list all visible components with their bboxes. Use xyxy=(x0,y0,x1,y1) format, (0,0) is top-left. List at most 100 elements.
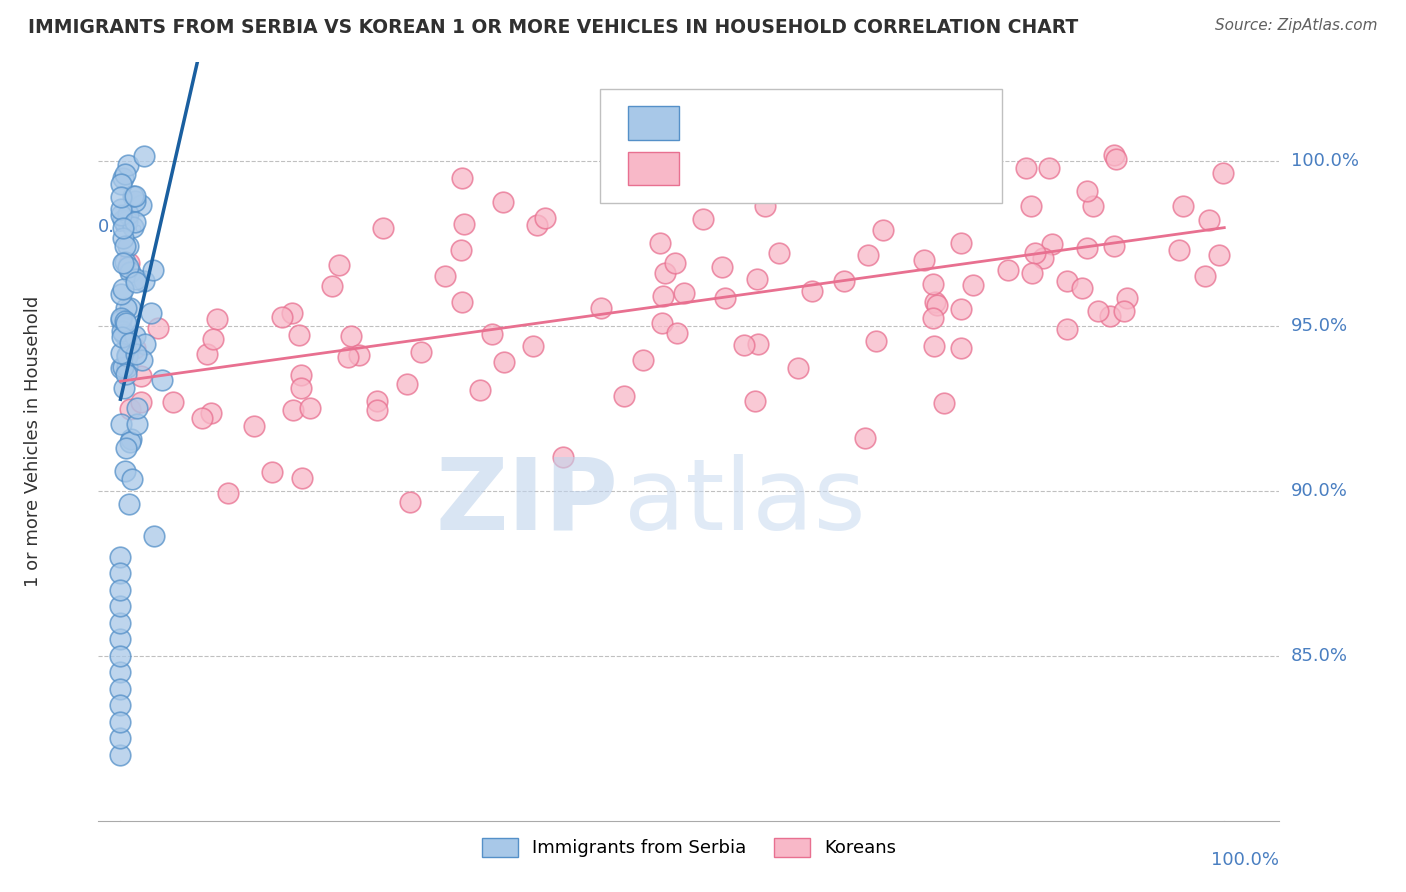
Point xyxy=(1105,153,1128,167)
Point xyxy=(714,291,737,305)
Point xyxy=(291,471,314,485)
Point xyxy=(526,219,548,233)
Point xyxy=(114,464,136,478)
Point xyxy=(110,202,132,217)
Point xyxy=(131,353,153,368)
Point xyxy=(672,286,695,301)
Point xyxy=(912,252,935,267)
Point xyxy=(631,353,654,368)
Point xyxy=(118,256,141,270)
Point xyxy=(283,402,305,417)
Point xyxy=(1102,239,1125,253)
Point xyxy=(115,349,138,363)
Point xyxy=(1032,252,1054,266)
Point xyxy=(111,256,134,270)
Point xyxy=(114,255,136,269)
Point xyxy=(110,286,132,301)
Point xyxy=(409,345,432,359)
Text: 1 or more Vehicles in Household: 1 or more Vehicles in Household xyxy=(24,296,42,587)
Point xyxy=(110,747,132,762)
Point xyxy=(110,190,132,204)
Text: 85.0%: 85.0% xyxy=(1291,647,1347,665)
Point xyxy=(110,665,132,680)
Point xyxy=(110,417,132,431)
Point xyxy=(747,272,769,286)
Point xyxy=(111,231,134,245)
Point xyxy=(1208,248,1230,262)
Point xyxy=(922,338,945,352)
Point xyxy=(127,417,149,432)
Point xyxy=(124,214,146,228)
Point xyxy=(243,419,266,434)
Point xyxy=(290,368,312,382)
Point xyxy=(450,244,472,258)
Point xyxy=(125,401,148,416)
Point xyxy=(200,406,222,420)
Point xyxy=(754,198,776,212)
Point xyxy=(115,214,138,228)
Point xyxy=(921,311,943,326)
Point xyxy=(865,334,887,348)
Point xyxy=(125,347,148,361)
Point xyxy=(110,566,132,581)
Point xyxy=(117,158,139,172)
Point xyxy=(118,401,141,416)
Point xyxy=(396,376,419,391)
Point xyxy=(125,272,148,286)
Point xyxy=(1056,274,1078,288)
Point xyxy=(853,431,876,445)
Point xyxy=(925,298,948,312)
Point xyxy=(1076,185,1098,199)
Point xyxy=(114,239,136,253)
Text: ZIP: ZIP xyxy=(436,454,619,550)
Point xyxy=(665,326,688,341)
Point xyxy=(110,698,132,713)
Point xyxy=(195,347,218,361)
Point xyxy=(190,410,212,425)
Point xyxy=(142,262,165,277)
Point xyxy=(856,247,879,261)
FancyBboxPatch shape xyxy=(627,106,679,140)
Point xyxy=(110,632,132,647)
Point xyxy=(711,260,734,274)
Text: R = 0.224   N = 116: R = 0.224 N = 116 xyxy=(695,159,924,178)
Point xyxy=(872,222,894,236)
Text: 90.0%: 90.0% xyxy=(1291,482,1347,500)
Point xyxy=(1173,199,1195,213)
Text: R = 0.484   N = 78: R = 0.484 N = 78 xyxy=(695,113,910,133)
Point xyxy=(481,326,503,341)
Point xyxy=(1087,304,1109,318)
Text: Source: ZipAtlas.com: Source: ZipAtlas.com xyxy=(1215,18,1378,33)
Point xyxy=(785,172,807,186)
Point xyxy=(111,171,134,186)
Point xyxy=(121,472,143,486)
Point xyxy=(114,314,136,328)
Point xyxy=(949,236,972,251)
Point xyxy=(110,599,132,614)
Point xyxy=(927,147,949,161)
Point xyxy=(924,294,946,309)
Point xyxy=(117,239,139,253)
Point xyxy=(111,359,134,374)
Point xyxy=(139,306,162,320)
Point xyxy=(453,217,475,231)
Point xyxy=(652,289,675,303)
Point xyxy=(115,301,138,315)
Point xyxy=(1194,268,1216,283)
Point xyxy=(1015,161,1038,175)
Point xyxy=(117,207,139,221)
Point xyxy=(1071,281,1094,295)
Point xyxy=(1056,322,1078,336)
Point xyxy=(118,265,141,279)
Point xyxy=(651,316,673,330)
Point xyxy=(112,381,135,395)
Point xyxy=(148,321,170,335)
Point xyxy=(949,342,972,356)
Point xyxy=(337,351,360,365)
Point xyxy=(997,263,1019,277)
Text: 0.0%: 0.0% xyxy=(98,218,143,235)
Point xyxy=(786,361,808,376)
Point xyxy=(1021,266,1043,280)
Point xyxy=(744,393,766,408)
Point xyxy=(451,171,474,186)
